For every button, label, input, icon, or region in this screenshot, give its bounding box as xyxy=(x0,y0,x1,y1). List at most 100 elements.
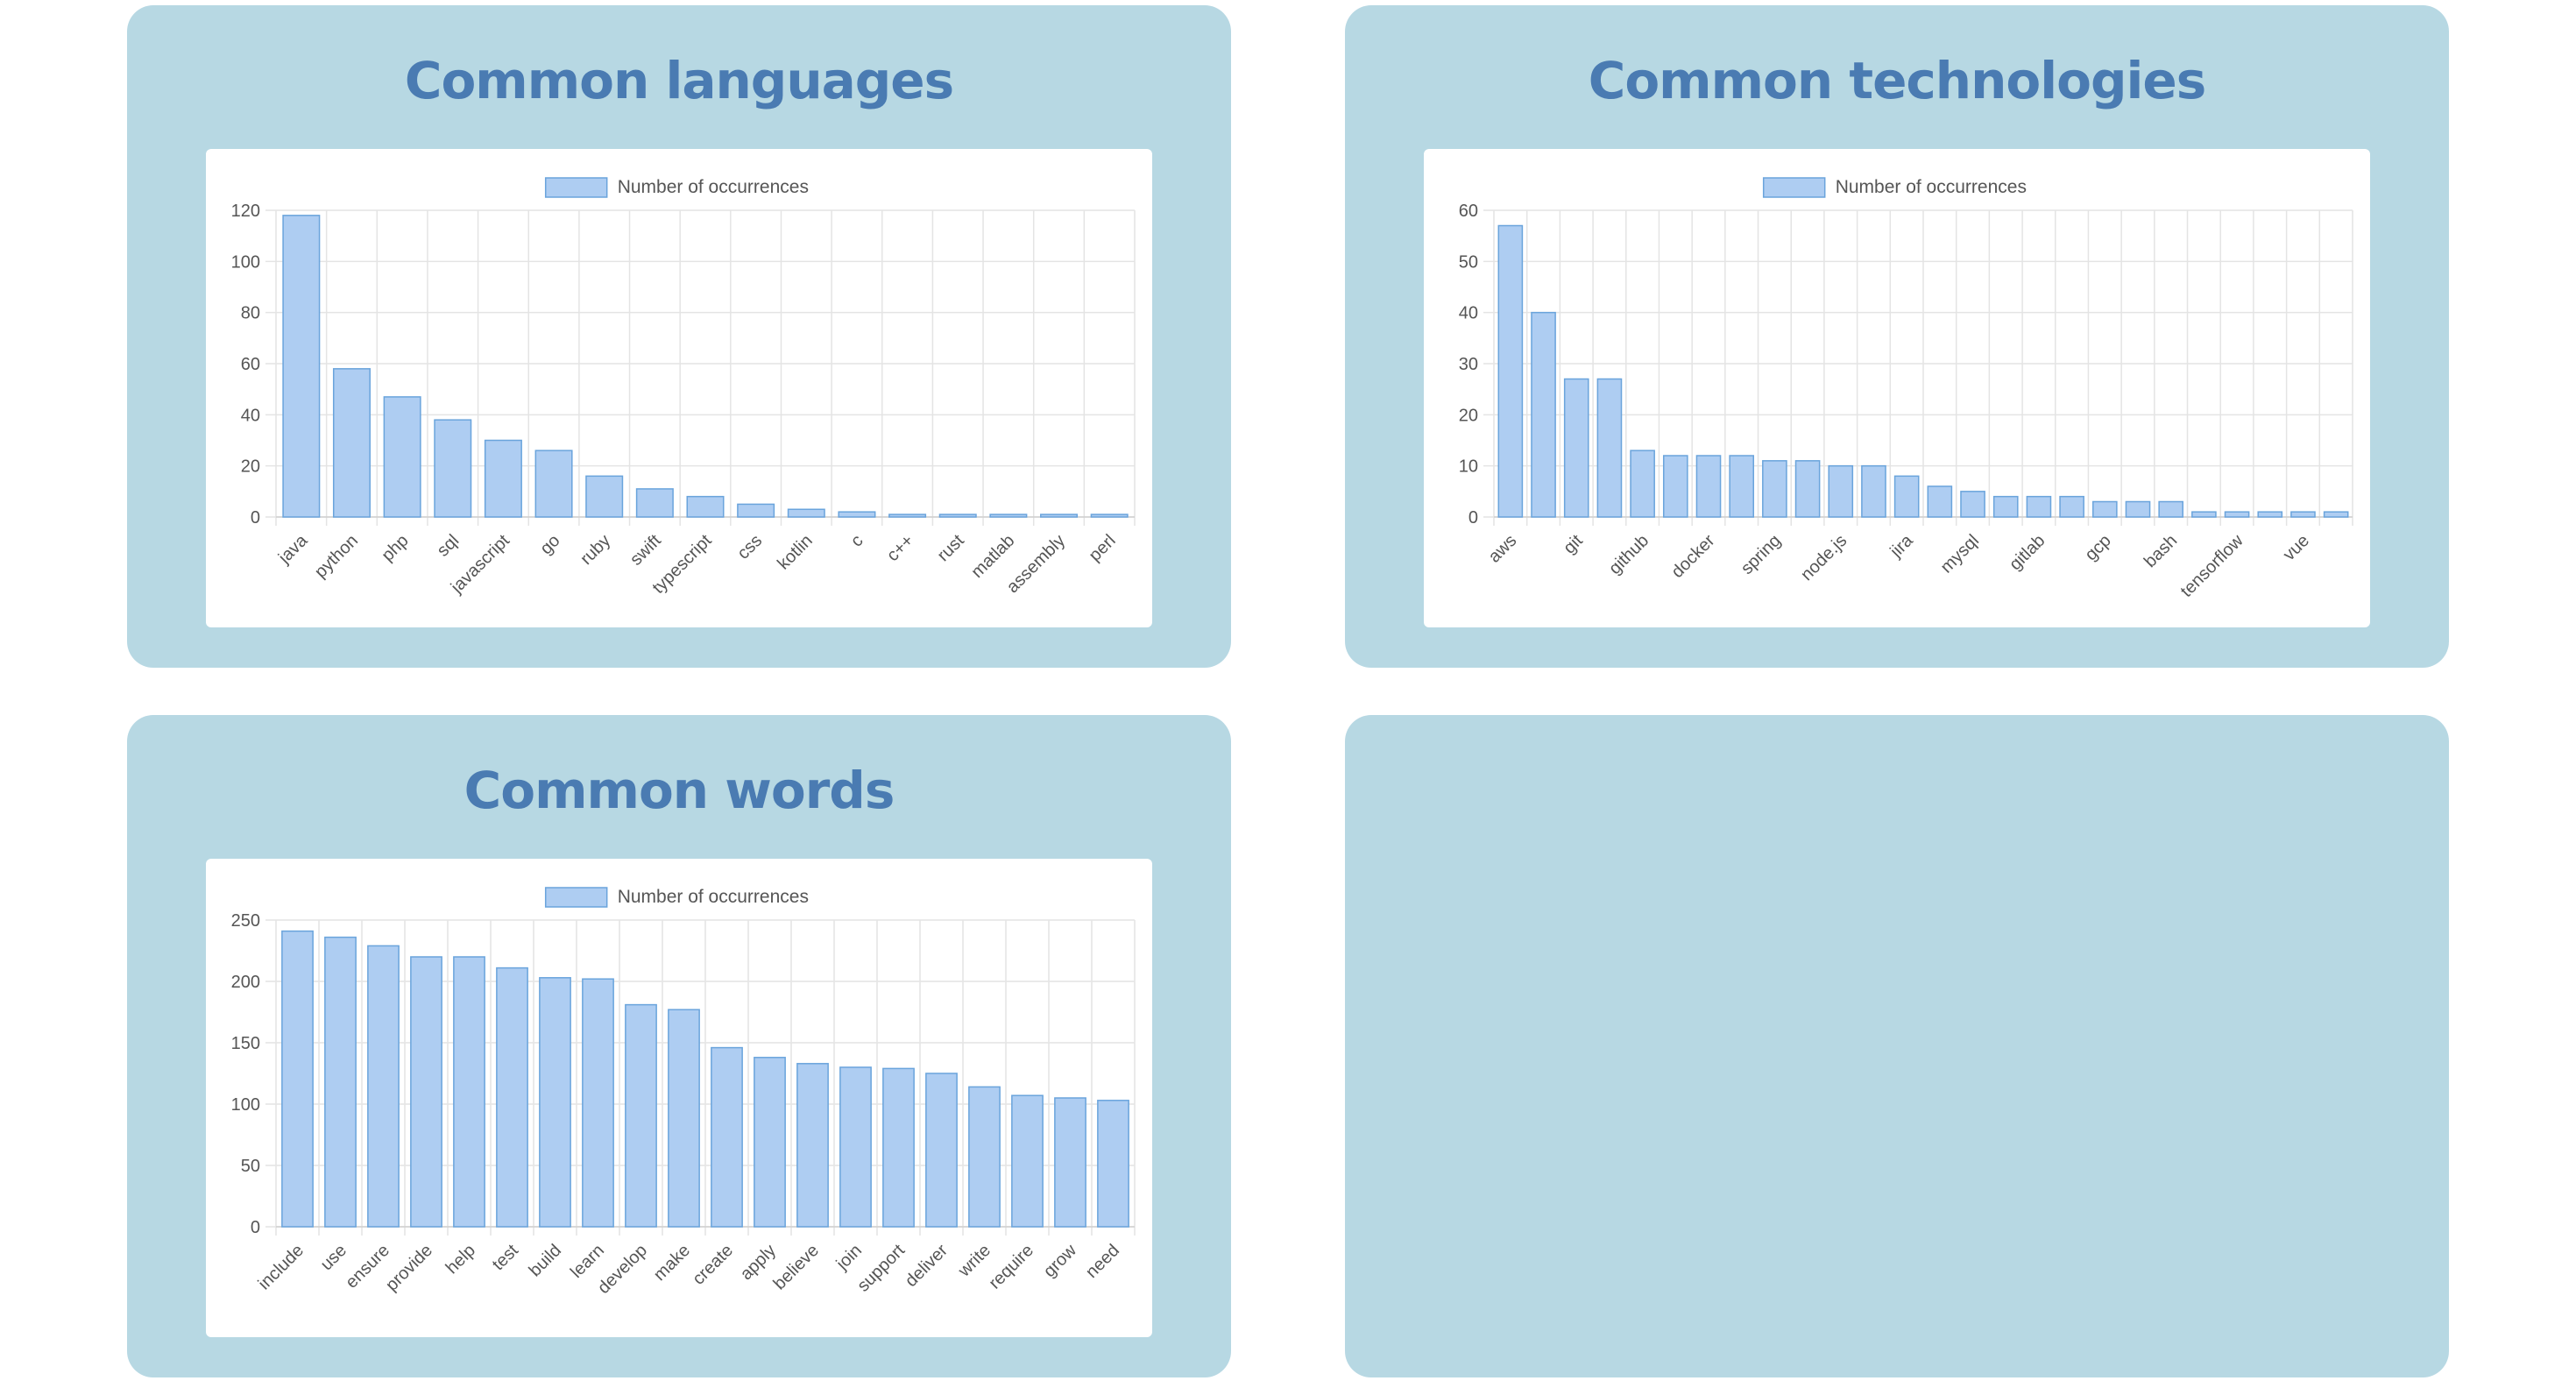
y-tick-label: 200 xyxy=(231,973,260,992)
x-tick-label: vue xyxy=(2280,531,2313,564)
x-tick-label: rust xyxy=(934,531,968,565)
bar-develop xyxy=(625,1003,657,1228)
bar-deliver xyxy=(925,1073,958,1228)
bar-gcp xyxy=(2091,500,2118,518)
chart-legend: Number of occurrences xyxy=(544,887,809,908)
x-tick-label: kotlin xyxy=(774,531,817,574)
bar-python xyxy=(332,368,371,518)
bar-typescript xyxy=(686,495,725,518)
x-tick-label: docker xyxy=(1668,531,1719,582)
x-tick-label: python xyxy=(311,531,362,582)
y-tick-label: 50 xyxy=(241,1157,260,1176)
bar-aws xyxy=(1497,224,1524,518)
x-tick-label: sql xyxy=(434,531,464,561)
bar-rust xyxy=(938,513,977,518)
panel-title-technologies: Common technologies xyxy=(1588,51,2206,110)
bar-use xyxy=(324,936,357,1228)
x-tick-label: perl xyxy=(1086,531,1120,565)
words-panel: Common words Number of occurrences 0 50 100… xyxy=(127,715,1231,1377)
empty-panel xyxy=(1345,715,2449,1377)
legend-swatch xyxy=(544,887,608,908)
y-tick-label: 60 xyxy=(241,355,260,374)
x-tick-label: aws xyxy=(1485,531,1521,567)
bar-spring xyxy=(1762,460,1787,518)
bars xyxy=(1497,224,2349,518)
bar-support xyxy=(882,1067,915,1228)
bar-javascript xyxy=(484,439,522,518)
bar-item-7 xyxy=(1729,455,1755,518)
y-tick-label: 20 xyxy=(1459,406,1478,425)
x-tick-label: use xyxy=(317,1241,350,1274)
x-tick-label: test xyxy=(489,1241,523,1275)
y-tick-label: 30 xyxy=(1459,355,1478,374)
y-tick-label: 0 xyxy=(251,1218,260,1237)
bar-node.js xyxy=(1828,464,1854,518)
legend-label: Number of occurrences xyxy=(618,887,809,907)
bar-jira xyxy=(1893,475,1920,518)
bar-ensure xyxy=(367,945,400,1228)
bar-go xyxy=(534,450,573,518)
panel-title-words: Common words xyxy=(464,761,895,820)
y-tick-label: 150 xyxy=(231,1034,260,1053)
languages-panel: Common languages Number of occurrences 0 2… xyxy=(127,5,1231,668)
bar-apply xyxy=(754,1057,786,1228)
x-tick-label: git xyxy=(1560,531,1587,558)
bar-require xyxy=(1011,1094,1044,1228)
x-tick-label: bash xyxy=(2141,531,2181,571)
x-tick-label: gcp xyxy=(2081,531,2114,564)
y-tick-label: 120 xyxy=(231,202,260,221)
bar-gitlab xyxy=(2026,495,2052,518)
bar-write xyxy=(968,1086,1001,1228)
technologies-panel: Common technologies Number of occurrence… xyxy=(1345,5,2449,668)
x-tick-label: provide xyxy=(382,1241,436,1295)
bars xyxy=(282,215,1129,518)
bar-item-17 xyxy=(2059,495,2084,518)
bar-c++ xyxy=(888,513,927,518)
bar-tensorflow xyxy=(2224,511,2250,518)
bar-item-1 xyxy=(1531,311,1556,518)
y-tick-label: 100 xyxy=(231,1095,260,1115)
x-tick-label: github xyxy=(1605,531,1652,578)
x-tick-label: node.js xyxy=(1797,531,1851,584)
legend-swatch xyxy=(544,177,608,198)
bar-kotlin xyxy=(787,508,825,518)
bar-assembly xyxy=(1040,513,1079,518)
bar-item-15 xyxy=(1992,495,2019,518)
legend-label: Number of occurrences xyxy=(1836,177,2027,197)
bar-join xyxy=(839,1066,872,1228)
bar-php xyxy=(383,396,421,518)
bar-item-5 xyxy=(1662,455,1688,518)
x-tick-label: believe xyxy=(770,1241,823,1293)
bar-help xyxy=(453,956,485,1228)
bar-create xyxy=(711,1046,743,1228)
technologies-chart-card: Number of occurrences 0 10 20 30 40 50 60 aws git… xyxy=(1424,149,2370,627)
x-tick-label: java xyxy=(274,530,312,568)
bar-vue xyxy=(2290,511,2316,518)
y-tick-label: 60 xyxy=(1459,202,1478,221)
x-tick-label: create xyxy=(689,1241,737,1289)
bar-learn xyxy=(582,978,614,1228)
technologies-bar-chart: Number of occurrences 0 10 20 30 40 50 60 aws git… xyxy=(1459,177,2353,601)
x-tick-label: require xyxy=(985,1241,1037,1293)
y-tick-label: 50 xyxy=(1459,252,1478,272)
x-tick-labels: aws git github docker spring node.js jira mysql… xyxy=(1485,530,2313,601)
bar-css xyxy=(737,503,775,518)
x-tick-label: ruby xyxy=(577,531,614,569)
x-tick-label: gitlab xyxy=(2006,531,2049,574)
x-tick-label: deliver xyxy=(902,1241,952,1291)
y-tick-label: 20 xyxy=(241,457,260,477)
bar-ruby xyxy=(585,475,624,518)
bar-test xyxy=(496,967,528,1228)
y-tick-label: 100 xyxy=(231,252,260,272)
y-tick-label: 40 xyxy=(241,406,260,425)
bar-sql xyxy=(434,419,472,518)
bar-provide xyxy=(410,956,442,1228)
bar-grow xyxy=(1054,1097,1086,1228)
x-tick-label: c xyxy=(847,531,867,551)
bar-docker xyxy=(1695,455,1722,518)
bar-bash xyxy=(2158,500,2184,518)
bar-item-9 xyxy=(1794,460,1821,518)
panel-title-languages: Common languages xyxy=(404,51,954,110)
words-bar-chart: Number of occurrences 0 50 100 150 200 250 incl… xyxy=(231,887,1136,1298)
